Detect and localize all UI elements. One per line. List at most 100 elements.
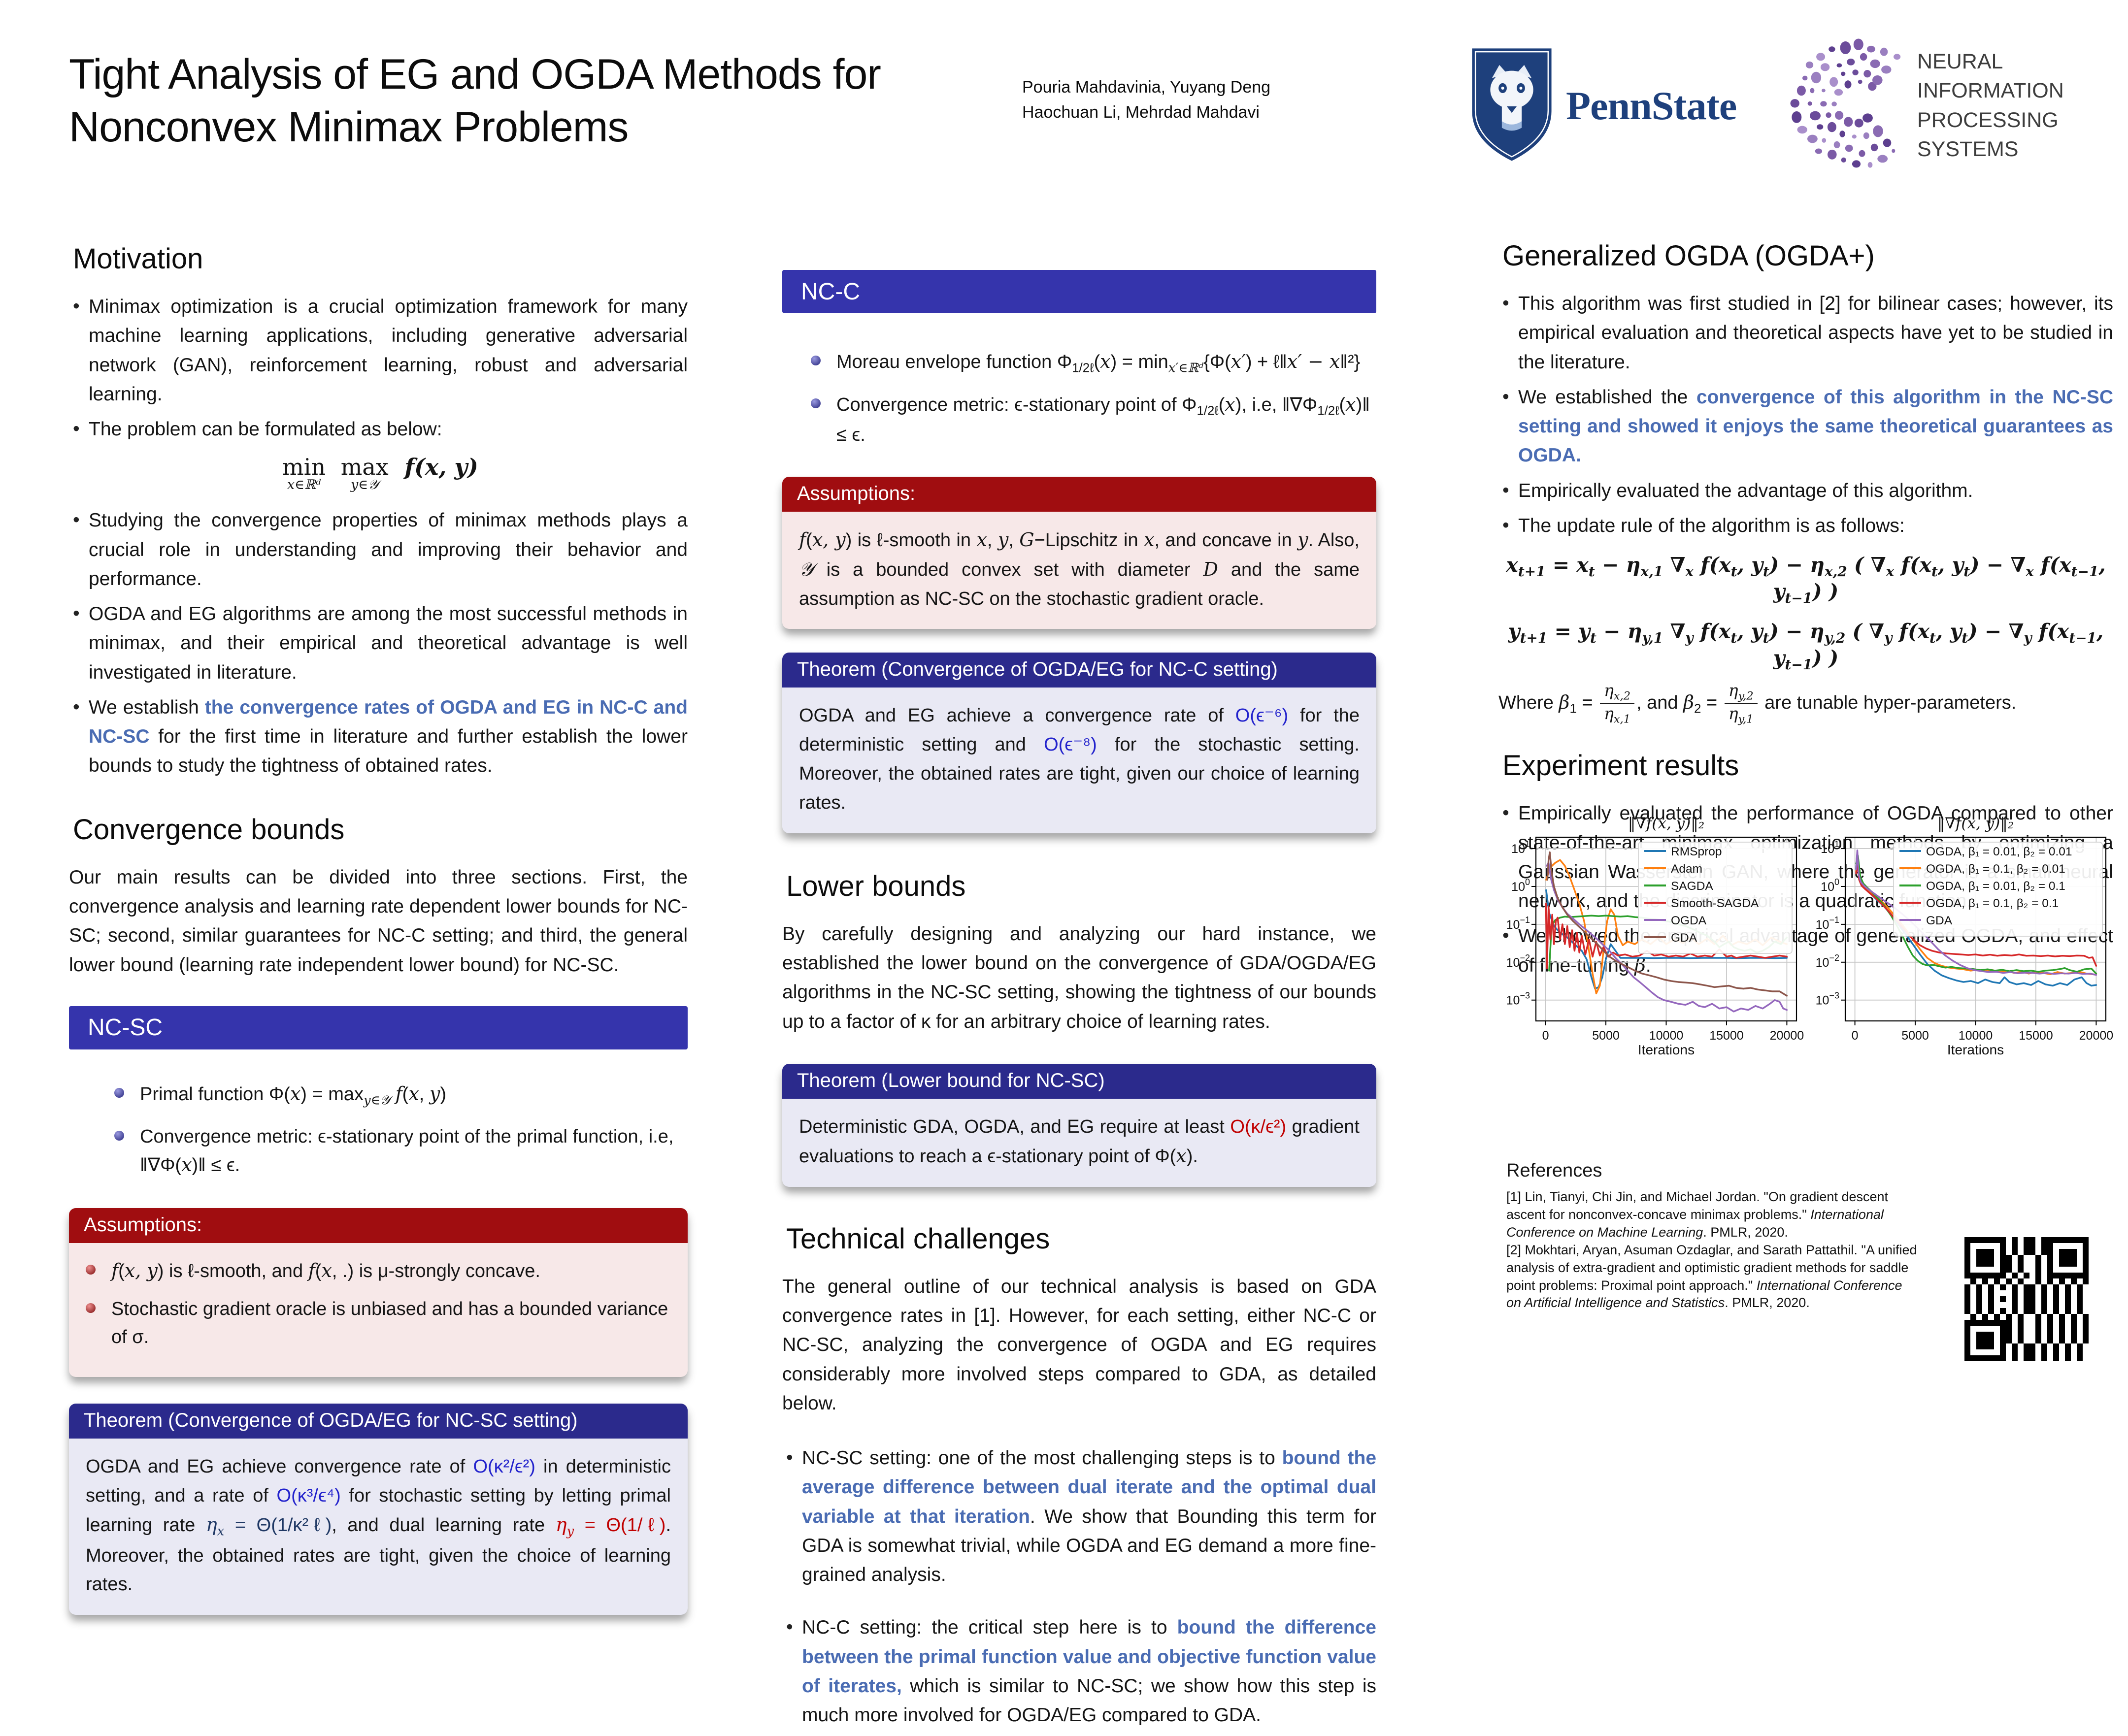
svg-text:GDA: GDA [1926,914,1953,927]
svg-text:101: 101 [1821,839,1839,856]
bullet-item: Studying the convergence properties of m… [69,505,688,593]
svg-text:15000: 15000 [2019,1029,2053,1043]
svg-text:OGDA, β₁ = 0.1, β₂ = 0.1: OGDA, β₁ = 0.1, β₂ = 0.1 [1926,897,2059,910]
technical-challenges-heading: Technical challenges [786,1222,1050,1255]
lower-bound-theorem-box: Theorem (Lower bound for NC-SC) Determin… [782,1064,1376,1187]
poster-title: Tight Analysis of EG and OGDA Methods fo… [69,48,881,153]
svg-text:OGDA, β₁ = 0.1, β₂ = 0.01: OGDA, β₁ = 0.1, β₂ = 0.01 [1926,862,2065,876]
svg-text:OGDA, β₁ = 0.01, β₂ = 0.01: OGDA, β₁ = 0.01, β₂ = 0.01 [1926,845,2072,858]
neurips-logo: NEURAL INFORMATION PROCESSING SYSTEMS [1783,31,2128,181]
ncsc-assumptions-box: Assumptions: f(x, y) is ℓ-smooth, and f(… [69,1208,688,1377]
svg-text:0: 0 [1852,1029,1859,1043]
neurips-line-2: PROCESSING SYSTEMS [1917,108,2059,161]
svg-text:OGDA, β₁ = 0.01, β₂ = 0.1: OGDA, β₁ = 0.01, β₂ = 0.1 [1926,880,2065,893]
assumptions-box-body: f(x, y) is ℓ-smooth in x, y, G−Lipschitz… [782,511,1376,629]
bullet-item: We establish the convergence rates of OG… [69,692,688,781]
svg-text:‖∇f(x, y)‖₂: ‖∇f(x, y)‖₂ [1937,815,2014,832]
minimax-formula: min x∈ℝᵈ max y∈𝒴 f(x, y) [69,454,688,493]
pennstate-wordmark: PennState [1566,83,1737,128]
motivation-list-2: Studying the convergence properties of m… [69,505,688,781]
assumptions-box-title: Assumptions: [782,476,1376,512]
generalized-ogda-list: This algorithm was first studied in [2] … [1498,289,2113,540]
svg-text:0: 0 [1542,1029,1549,1043]
update-rule-y-equation: yt+1 = yt − ηy,1 ∇y f(xt, yt) − ηy,2 ( ∇… [1508,619,2104,673]
svg-text:RMSprop: RMSprop [1671,845,1722,858]
min-operator: min x∈ℝᵈ [282,454,326,493]
svg-text:10−3: 10−3 [1816,991,1839,1008]
max-operator: max y∈𝒴 [340,454,389,493]
svg-text:Iterations: Iterations [1638,1042,1695,1057]
bullet-item: The update rule of the algorithm is as f… [1498,511,2113,540]
convergence-bounds-paragraph: Our main results can be divided into thr… [69,866,688,976]
neurips-swirl-icon [1783,31,1926,181]
beta1-fraction: ηx,2 ηx,1 [1600,681,1634,725]
svg-text:Adam: Adam [1671,862,1702,876]
generalized-ogda-heading: Generalized OGDA (OGDA+) [1502,240,1875,272]
svg-text:20000: 20000 [1770,1029,1804,1043]
assumptions-box-title: Assumptions: [69,1208,688,1244]
bullet-item: NC-C setting: the critical step here is … [782,1612,1376,1730]
bullet-item: Moreau envelope function Φ1/2ℓ(x) = minx… [811,348,1376,378]
ncc-theorem-box: Theorem (Convergence of OGDA/EG for NC-C… [782,653,1376,833]
motivation-list: Minimax optimization is a crucial optimi… [69,292,688,444]
svg-text:5000: 5000 [1901,1029,1929,1043]
title-line-2: Nonconvex Minimax Problems [69,103,629,151]
svg-text:10−3: 10−3 [1506,991,1530,1008]
svg-text:10−1: 10−1 [1506,915,1530,932]
svg-text:10000: 10000 [1649,1029,1684,1043]
gradient-norm-chart-ogda-betas: 0 5000 10000 15000 20000 101 100 10−1 10−2 10−3 ‖∇… [1806,814,2114,1062]
title-line-1: Tight Analysis of EG and OGDA Methods fo… [69,51,881,98]
svg-text:20000: 20000 [2079,1029,2114,1043]
bullet-item: Convergence metric: ϵ-stationary point o… [811,391,1376,449]
poster-canvas: { "header": { "title_line1": "Tight Anal… [0,0,2128,1418]
experiment-results-heading: Experiment results [1502,750,1739,782]
theorem-box-body: OGDA and EG achieve a convergence rate o… [782,688,1376,833]
pennstate-logo: PennState [1470,47,1737,165]
svg-text:100: 100 [1821,877,1839,894]
svg-text:10−2: 10−2 [1506,953,1530,970]
neurips-wordmark: NEURAL INFORMATION PROCESSING SYSTEMS [1917,47,2128,164]
assumption-item: f(x, y) is ℓ-smooth, and f(x, .) is μ-st… [86,1257,671,1285]
bullet-item: We established the convergence of this a… [1498,382,2113,470]
theorem-box-body: OGDA and EG achieve convergence rate of … [69,1439,688,1615]
svg-text:‖∇f(x, y)‖₂: ‖∇f(x, y)‖₂ [1628,815,1704,832]
ncc-section-bar: NC-C [782,270,1376,313]
svg-text:5000: 5000 [1592,1029,1620,1043]
technical-challenges-list: NC-SC setting: one of the most challengi… [782,1443,1376,1730]
authors: Pouria Mahdavinia, Yuyang Deng Haochuan … [1022,75,1270,125]
ncsc-section-bar: NC-SC [69,1006,688,1049]
svg-text:Iterations: Iterations [1947,1042,2004,1057]
svg-text:Smooth-SAGDA: Smooth-SAGDA [1671,897,1759,910]
left-column: Motivation Minimax optimization is a cru… [69,242,688,1615]
theorem-box-title: Theorem (Convergence of OGDA/EG for NC-S… [69,1404,688,1439]
qr-code [1964,1237,2089,1364]
gradient-norm-chart-methods: 0 5000 10000 15000 20000 101 100 10−1 10−2 10−3 ‖∇… [1496,814,1804,1062]
ncsc-bullet-list: Primal function Φ(x) = maxy∈𝒴 f(x, y) Co… [114,1080,688,1179]
svg-text:100: 100 [1511,877,1530,894]
beta2-fraction: ηy,2 ηy,1 [1724,681,1758,725]
motivation-heading: Motivation [73,243,203,275]
bullet-item: OGDA and EG algorithms are among the mos… [69,599,688,687]
svg-text:101: 101 [1511,839,1530,856]
right-column: Generalized OGDA (OGDA+) This algorithm … [1498,239,2113,986]
convergence-bounds-heading: Convergence bounds [73,813,345,846]
lower-bounds-heading: Lower bounds [786,870,966,902]
svg-text:SAGDA: SAGDA [1671,880,1713,893]
theorem-box-title: Theorem (Convergence of OGDA/EG for NC-C… [782,653,1376,688]
theorem-box-title: Theorem (Lower bound for NC-SC) [782,1064,1376,1099]
svg-text:10000: 10000 [1959,1029,1993,1043]
authors-line-2: Haochuan Li, Mehrdad Mahdavi [1022,103,1260,122]
reference-1: [1] Lin, Tianyi, Chi Jin, and Michael Jo… [1506,1189,1889,1240]
bullet-item: NC-SC setting: one of the most challengi… [782,1443,1376,1589]
svg-text:10−1: 10−1 [1816,915,1839,932]
technical-challenges-paragraph: The general outline of our technical ana… [782,1276,1376,1414]
ncc-bullet-list: Moreau envelope function Φ1/2ℓ(x) = minx… [811,348,1376,449]
ncsc-theorem-box: Theorem (Convergence of OGDA/EG for NC-S… [69,1404,688,1615]
svg-text:OGDA: OGDA [1671,914,1707,927]
hyperparameter-note: Where β1 = ηx,2 ηx,1, and β2 = ηy,2 ηy,1 a… [1498,680,2017,726]
theorem-box-body: Deterministic GDA, OGDA, and EG require … [782,1099,1376,1187]
update-rule-x-equation: xt+1 = xt − ηx,1 ∇x f(xt, yt) − ηx,2 ( ∇… [1506,553,2106,607]
reference-2: [2] Mokhtari, Aryan, Asuman Ozdaglar, an… [1506,1242,1917,1310]
bullet-item: The problem can be formulated as below: [69,414,688,444]
assumption-item: Stochastic gradient oracle is unbiased a… [86,1295,671,1351]
